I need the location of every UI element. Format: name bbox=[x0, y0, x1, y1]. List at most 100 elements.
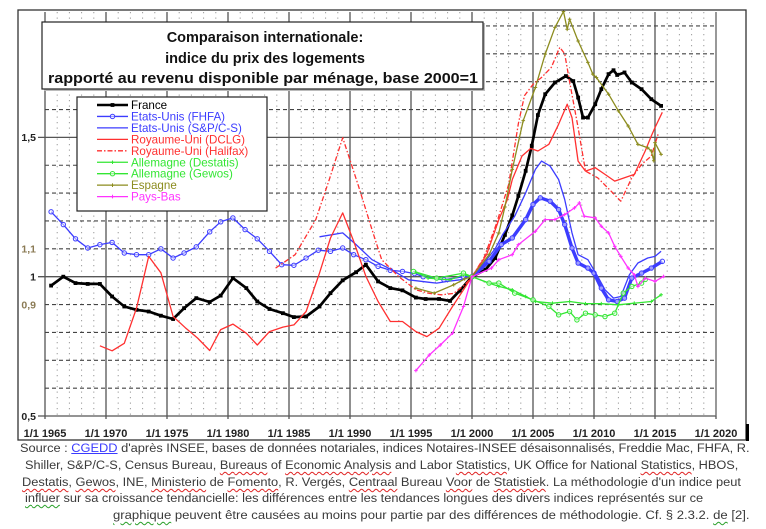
legend-label: Royaume-Uni (DCLG) bbox=[131, 133, 245, 146]
data-point bbox=[599, 87, 604, 92]
data-point bbox=[327, 248, 334, 255]
data-point bbox=[122, 304, 127, 309]
data-point bbox=[207, 229, 213, 235]
data-point bbox=[581, 115, 585, 120]
data-point bbox=[547, 198, 553, 204]
data-point bbox=[659, 293, 663, 297]
series-france bbox=[49, 68, 663, 321]
data-point bbox=[593, 216, 598, 220]
data-point bbox=[555, 206, 562, 213]
chart-title-line-3: rapporté au revenu disponible par ménage… bbox=[48, 71, 478, 87]
spellcheck-word: Centraal bbox=[348, 475, 398, 489]
y-tick-label: 0,5 bbox=[21, 411, 36, 423]
data-point bbox=[110, 103, 115, 107]
chart: Comparaison internationale: indice du pr… bbox=[17, 9, 749, 441]
data-point bbox=[569, 245, 575, 251]
spellcheck-word: Economic Analysis bbox=[285, 458, 392, 472]
data-point bbox=[85, 245, 91, 251]
data-point bbox=[133, 251, 140, 258]
legend-label: Etats-Unis (S&P/C-S) bbox=[131, 122, 242, 135]
source-text: , INE, bbox=[115, 475, 152, 489]
data-point bbox=[583, 301, 588, 306]
data-point bbox=[460, 270, 467, 276]
legend-label: France bbox=[131, 99, 167, 112]
data-point bbox=[193, 244, 199, 250]
data-point bbox=[304, 314, 308, 319]
legend-label: Allemagne (Destatis) bbox=[131, 156, 239, 169]
x-tick-label: 1/1 2020 bbox=[695, 428, 738, 440]
data-point bbox=[427, 353, 432, 357]
data-point bbox=[509, 235, 515, 241]
data-point bbox=[590, 72, 595, 76]
legend-label: Allemagne (Gewos) bbox=[131, 168, 233, 181]
series-royaume-uni-dclg bbox=[99, 103, 663, 352]
data-point bbox=[73, 281, 78, 285]
data-point bbox=[574, 317, 580, 323]
data-point bbox=[303, 255, 309, 261]
legend-label: Pays-Bas bbox=[131, 191, 181, 204]
data-point bbox=[410, 268, 417, 275]
data-point bbox=[470, 274, 474, 279]
spellcheck-word: Destatis bbox=[22, 475, 69, 489]
title-box: Comparaison internationale: indice du pr… bbox=[41, 21, 485, 91]
data-point bbox=[543, 217, 547, 222]
data-point bbox=[661, 274, 666, 279]
data-point bbox=[522, 216, 529, 223]
data-point bbox=[354, 270, 358, 275]
legend-label: Royaume-Uni (Halifax) bbox=[131, 145, 248, 158]
series-line bbox=[275, 46, 660, 296]
source-text: of bbox=[267, 458, 286, 472]
data-point bbox=[85, 282, 90, 286]
data-point bbox=[457, 288, 462, 293]
data-point bbox=[461, 304, 466, 309]
data-point bbox=[194, 296, 199, 301]
data-point bbox=[61, 274, 66, 279]
x-tick-label: 1/1 1990 bbox=[329, 428, 372, 440]
data-point bbox=[489, 266, 494, 270]
data-point bbox=[523, 168, 528, 173]
x-tick-label: 1/1 1995 bbox=[390, 428, 433, 440]
data-point bbox=[426, 276, 430, 280]
data-point bbox=[567, 299, 572, 304]
spellcheck-word: Ministerio bbox=[151, 475, 207, 489]
data-point bbox=[414, 286, 418, 290]
source-text: d'après INSEE, bases de données notarial… bbox=[117, 441, 750, 455]
data-point bbox=[562, 221, 568, 228]
series-layer bbox=[48, 9, 666, 373]
source-text: de bbox=[206, 475, 228, 489]
data-point bbox=[493, 256, 498, 260]
cgedd-link[interactable]: CGEDD bbox=[71, 441, 118, 455]
data-point bbox=[593, 102, 598, 107]
data-point bbox=[586, 60, 590, 65]
grammar-check-word: graphique bbox=[113, 508, 172, 522]
data-point bbox=[620, 290, 626, 296]
grammar-check-word: de bbox=[713, 508, 728, 522]
data-point bbox=[616, 109, 621, 113]
data-point bbox=[217, 219, 224, 225]
data-point bbox=[632, 272, 637, 277]
data-point bbox=[121, 250, 128, 256]
source-text: . La méthodologie d'un indice peut bbox=[545, 475, 741, 489]
data-point bbox=[553, 25, 557, 30]
legend-item: Allemagne (Gewos) bbox=[97, 168, 233, 181]
data-point bbox=[576, 95, 581, 100]
data-point bbox=[448, 299, 452, 303]
data-point bbox=[639, 87, 644, 92]
series-pays-bas bbox=[414, 201, 666, 373]
data-point bbox=[267, 307, 272, 311]
data-point bbox=[266, 248, 273, 255]
source-text: Shiller, S&P/C-S, Census Bureau, bbox=[25, 458, 220, 472]
data-point bbox=[291, 315, 296, 319]
data-point bbox=[109, 171, 116, 177]
data-point bbox=[629, 80, 634, 85]
grammar-check-word: influer bbox=[25, 491, 60, 505]
data-point bbox=[423, 297, 428, 301]
data-point bbox=[207, 300, 212, 304]
data-point bbox=[48, 209, 54, 215]
data-point bbox=[521, 118, 526, 123]
data-point bbox=[571, 79, 576, 83]
legend-label: Espagne bbox=[131, 179, 177, 192]
data-point bbox=[438, 343, 443, 347]
data-point bbox=[218, 293, 223, 298]
frame-layer bbox=[17, 9, 749, 441]
